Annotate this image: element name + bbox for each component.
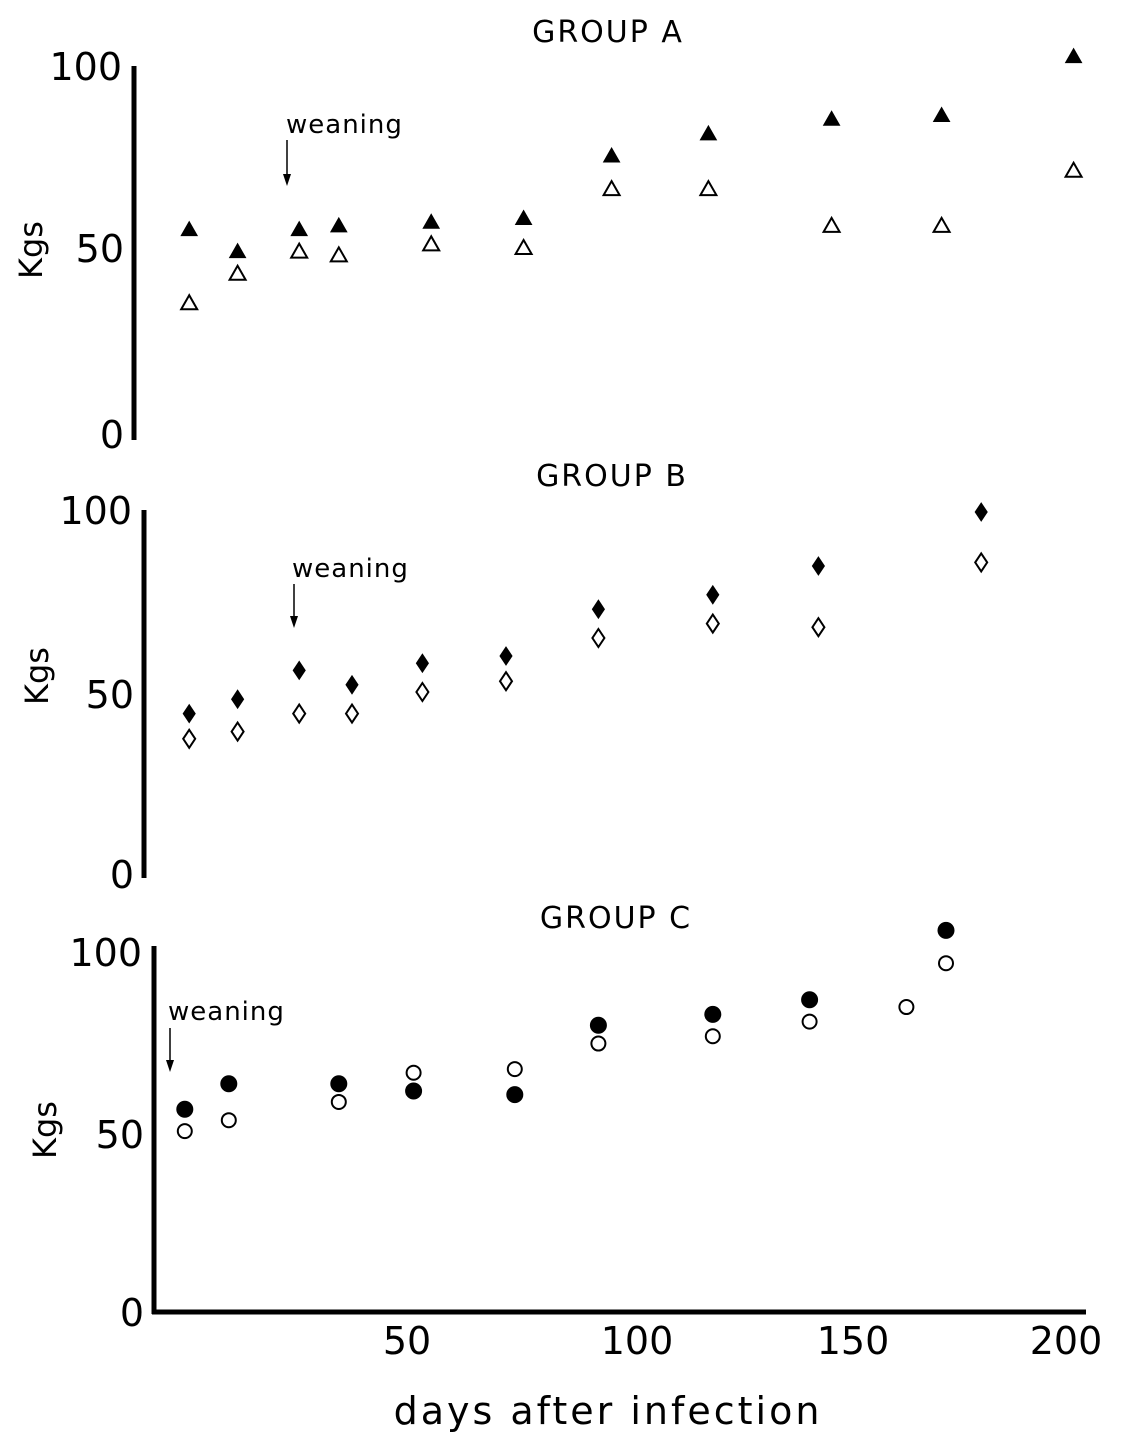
group-a-filled-triangle-point (514, 209, 533, 226)
panel-group-c: GROUP C 100 50 0 Kgs 50 100 150 200 days… (26, 901, 1102, 1433)
group-c-filled-circle-point (176, 1100, 194, 1118)
panel-a-ytick-50: 50 (76, 227, 124, 271)
group-a-open-triangle-point (931, 215, 952, 233)
group-a-filled-triangle-point (602, 146, 621, 163)
group-a-open-triangle-point (421, 234, 441, 252)
group-b-open-diamond-point (973, 551, 989, 574)
group-b-open-diamond-point (705, 612, 721, 635)
panel-c-weaning-label: weaning (168, 997, 285, 1027)
panel-c-title: GROUP C (540, 901, 692, 936)
group-b-open-diamond-point (344, 702, 360, 725)
panel-c-ytick-0: 0 (120, 1291, 144, 1335)
group-a-open-triangle-point (289, 241, 309, 259)
group-c-open-circle-point (801, 1013, 818, 1030)
group-a-filled-triangle-point (422, 213, 441, 229)
x-tick-50: 50 (383, 1319, 431, 1363)
panel-a-ylabel: Kgs (12, 221, 50, 279)
panel-c-ylabel: Kgs (26, 1101, 64, 1159)
panel-group-a: GROUP A 100 50 0 Kgs weaning (12, 15, 1084, 457)
group-c-filled-circle-point (589, 1016, 607, 1034)
group-a-filled-triangle-point (1064, 47, 1083, 64)
group-c-filled-circle-point (801, 991, 819, 1009)
group-c-open-circle-point (704, 1028, 721, 1045)
panel-a-ytick-0: 0 (100, 413, 124, 457)
group-c-open-circle-point (506, 1061, 523, 1078)
group-a-open-triangle-point (513, 237, 534, 255)
group-a-filled-triangle-point (699, 124, 718, 141)
panel-b-ylabel: Kgs (18, 647, 56, 705)
group-b-open-diamond-point (230, 720, 245, 743)
x-axis-label: days after infection (394, 1389, 823, 1433)
group-a-filled-triangle-point (180, 220, 199, 237)
group-c-filled-circle-point (704, 1005, 722, 1023)
group-b-filled-diamond-point (706, 584, 720, 605)
panel-b-ytick-100: 100 (59, 489, 132, 533)
group-c-open-circle-point (938, 955, 954, 972)
panel-b-ytick-0: 0 (110, 853, 134, 897)
group-a-open-triangle-point (179, 293, 199, 311)
group-c-open-circle-point (405, 1064, 422, 1081)
panel-c-marks (176, 921, 955, 1140)
group-b-open-diamond-point (291, 702, 307, 725)
x-tick-200: 200 (1030, 1319, 1103, 1363)
group-a-filled-triangle-point (822, 110, 841, 126)
group-b-filled-diamond-point (974, 502, 988, 522)
x-tick-150: 150 (817, 1319, 890, 1363)
group-b-filled-diamond-point (591, 599, 606, 620)
panel-c-ytick-100: 100 (69, 931, 142, 975)
panel-c-ytick-50: 50 (96, 1113, 144, 1157)
panel-b-weaning-label: weaning (292, 554, 409, 584)
group-c-filled-circle-point (220, 1075, 238, 1093)
panel-a-weaning-label: weaning (286, 110, 403, 140)
group-a-open-triangle-point (698, 179, 719, 197)
panel-b-title: GROUP B (536, 459, 688, 494)
group-a-open-triangle-point (227, 263, 248, 281)
group-a-filled-triangle-point (932, 106, 951, 123)
group-a-open-triangle-point (821, 215, 842, 233)
panel-group-b: GROUP B 100 50 0 Kgs weaning (18, 459, 989, 897)
panel-a-ytick-100: 100 (49, 45, 122, 89)
panel-b-weaning-arrowhead (290, 616, 298, 628)
panel-a-title: GROUP A (532, 15, 684, 50)
group-a-open-triangle-point (1063, 160, 1084, 178)
group-c-open-circle-point (220, 1112, 237, 1129)
group-b-filled-diamond-point (345, 674, 359, 695)
group-b-filled-diamond-point (415, 653, 430, 674)
group-b-open-diamond-point (415, 681, 430, 703)
group-b-open-diamond-point (498, 670, 514, 693)
group-c-open-circle-point (898, 999, 915, 1016)
group-b-filled-diamond-point (182, 703, 196, 724)
group-a-filled-triangle-point (228, 242, 247, 259)
group-c-filled-circle-point (330, 1075, 348, 1093)
group-b-filled-diamond-point (811, 556, 826, 576)
group-c-filled-circle-point (937, 921, 955, 939)
group-c-filled-circle-point (506, 1086, 524, 1104)
group-a-filled-triangle-point (329, 216, 348, 233)
panel-a-marks (179, 47, 1084, 311)
group-c-open-circle-point (176, 1123, 193, 1140)
group-b-open-diamond-point (591, 627, 606, 649)
group-b-filled-diamond-point (499, 646, 513, 666)
group-c-open-circle-point (330, 1093, 347, 1110)
panel-a-weaning-arrowhead (283, 174, 291, 186)
panel-b-ytick-50: 50 (86, 673, 134, 717)
group-a-open-triangle-point (601, 179, 622, 197)
group-b-filled-diamond-point (230, 689, 245, 710)
group-c-filled-circle-point (405, 1082, 423, 1100)
group-b-open-diamond-point (181, 727, 197, 750)
group-a-open-triangle-point (329, 245, 349, 263)
panel-b-marks (181, 502, 989, 750)
x-tick-100: 100 (601, 1319, 674, 1363)
group-b-filled-diamond-point (292, 660, 306, 681)
group-a-filled-triangle-point (290, 220, 309, 237)
group-c-open-circle-point (590, 1035, 607, 1052)
group-b-open-diamond-point (811, 616, 826, 639)
panel-c-weaning-arrowhead (166, 1060, 174, 1072)
